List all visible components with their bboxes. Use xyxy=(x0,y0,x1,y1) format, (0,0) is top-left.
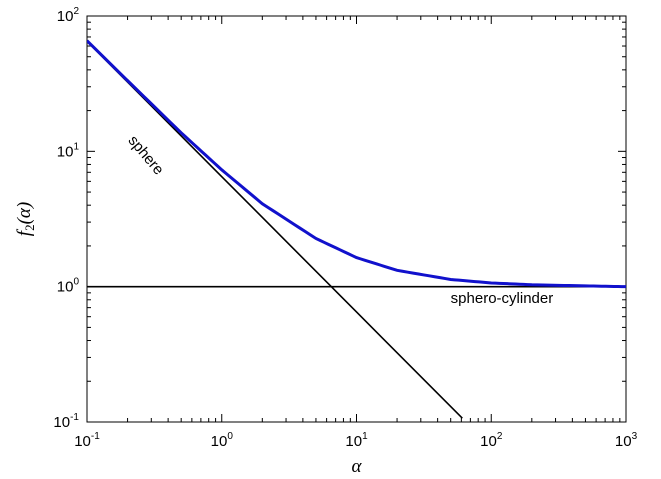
x-tick-label: 101 xyxy=(345,431,368,450)
annotations-group: sphere sphero-cylinder xyxy=(124,132,553,307)
x-axis-label: α xyxy=(352,456,363,477)
x-tick-label: 10-1 xyxy=(74,431,100,450)
axis-ticks xyxy=(86,16,626,423)
y-axis-label: f2(α) xyxy=(14,202,37,236)
x-tick-label: 100 xyxy=(211,431,234,450)
x-tick-label: 103 xyxy=(615,431,638,450)
x-tick-label: 102 xyxy=(480,431,503,450)
series-group xyxy=(87,39,626,419)
annotation-label: sphere xyxy=(124,132,167,178)
y-axis-label-arg: (α) xyxy=(14,202,35,225)
y-tick-label: 10-1 xyxy=(53,412,79,431)
y-tick-label: 100 xyxy=(57,277,80,296)
y-tick-label: 102 xyxy=(57,6,80,25)
y-axis-label-base: f xyxy=(14,228,35,236)
series-line-blue xyxy=(87,39,626,289)
x-tick-labels: 10-1 100 101 102 103 xyxy=(74,431,637,450)
y-tick-labels: 10-1 100 101 102 xyxy=(53,6,79,431)
y-axis-label-sub: 2 xyxy=(22,224,37,231)
plot-frame xyxy=(86,15,627,423)
y-tick-label: 101 xyxy=(57,141,80,160)
series-line-black xyxy=(87,40,463,419)
annotation-label: sphero-cylinder xyxy=(451,290,554,307)
plot-area: sphere sphero-cylinder xyxy=(86,15,627,423)
